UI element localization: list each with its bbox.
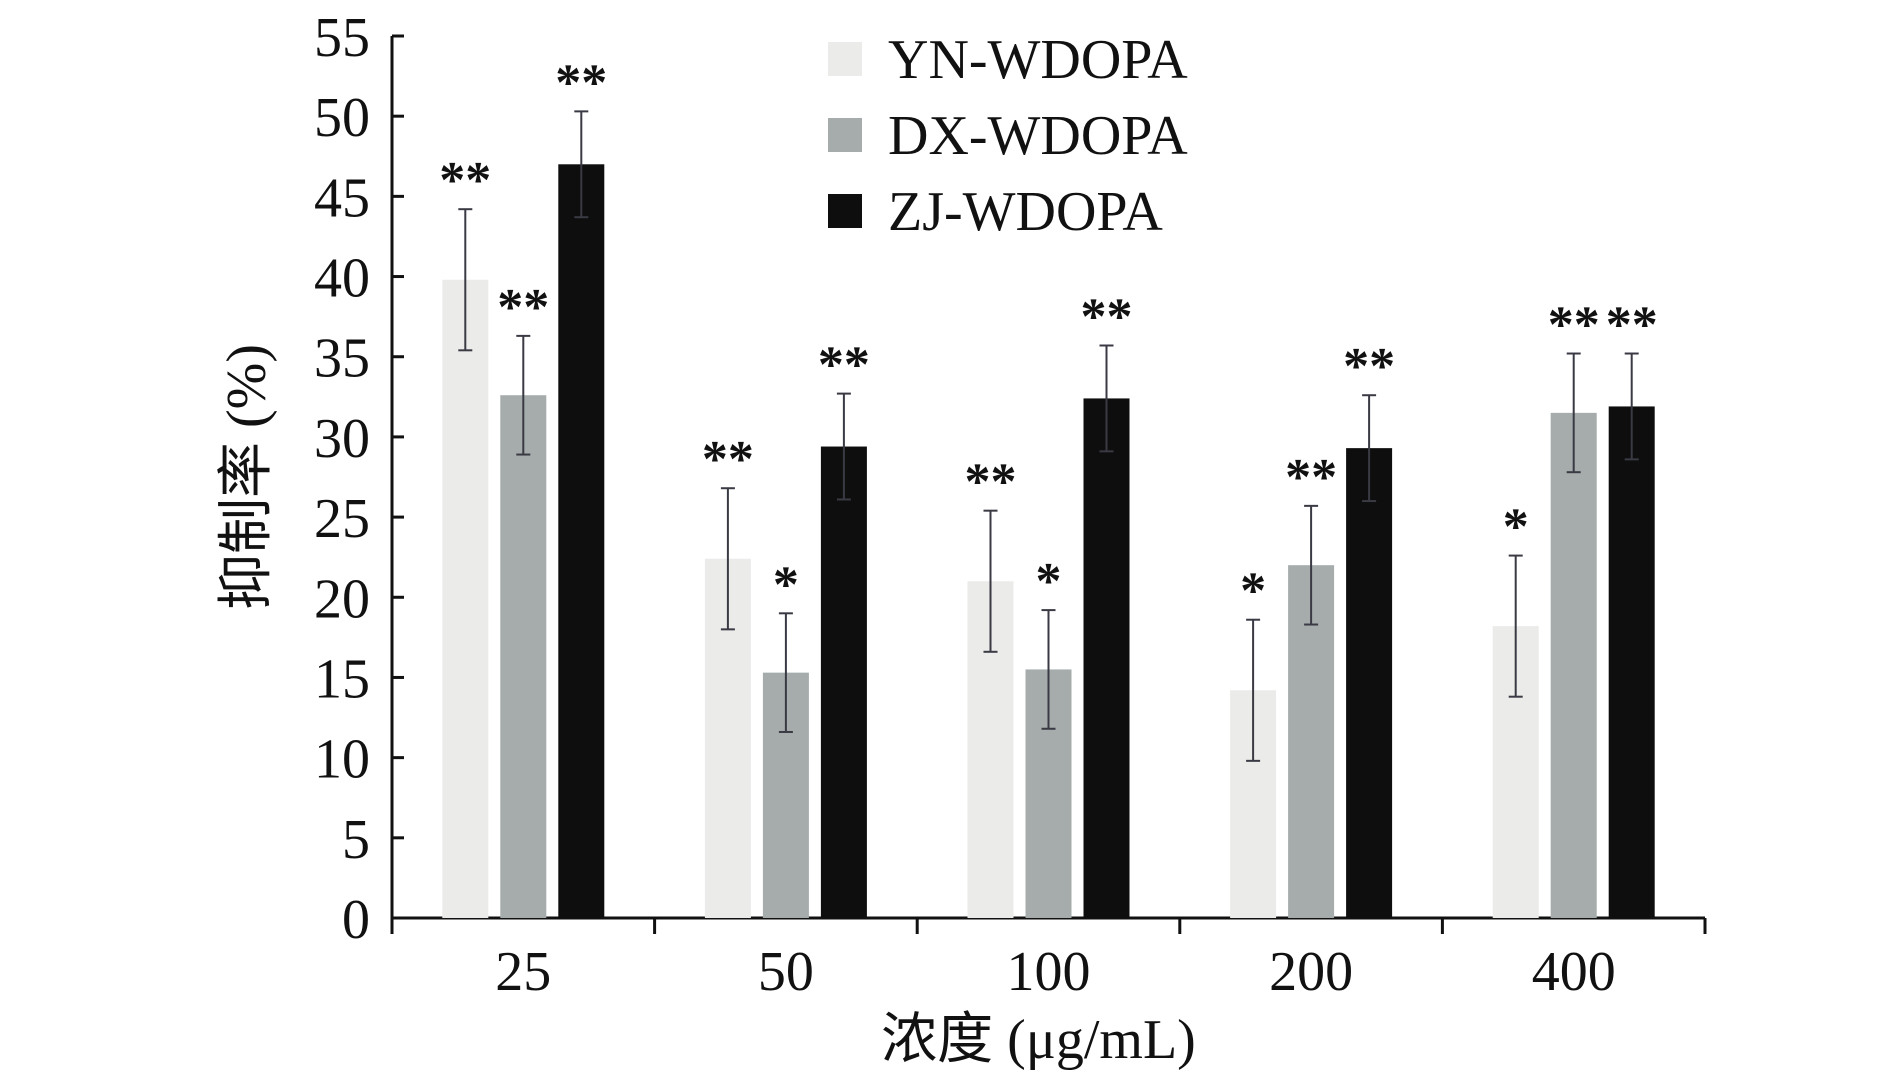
bar — [1608, 406, 1655, 918]
significance-label: ** — [497, 279, 549, 336]
significance-label: ** — [702, 431, 754, 488]
significance-label: * — [1503, 499, 1529, 556]
legend-swatch — [828, 118, 862, 152]
significance-label: * — [1036, 553, 1062, 610]
x-tick-label: 50 — [758, 941, 814, 1003]
x-tick-label: 25 — [495, 941, 551, 1003]
legend-swatch — [828, 42, 862, 76]
y-tick-label: 35 — [314, 328, 370, 390]
x-tick-label: 100 — [1007, 941, 1091, 1003]
y-tick-label: 0 — [342, 889, 370, 951]
y-tick-label: 10 — [314, 729, 370, 791]
y-tick-label: 30 — [314, 408, 370, 470]
y-tick-label: 45 — [314, 167, 370, 229]
y-tick-label: 20 — [314, 568, 370, 630]
significance-label: ** — [1285, 449, 1337, 506]
significance-label: ** — [818, 337, 870, 394]
bar — [1346, 448, 1393, 918]
significance-label: ** — [439, 152, 491, 209]
significance-label: ** — [555, 54, 607, 111]
y-tick-label: 15 — [314, 648, 370, 710]
significance-label: ** — [1343, 338, 1395, 395]
bar — [820, 446, 867, 918]
significance-label: * — [1240, 563, 1266, 620]
legend-label: ZJ-WDOPA — [888, 181, 1163, 243]
y-tick-label: 40 — [314, 248, 370, 310]
significance-label: ** — [1081, 289, 1133, 346]
bar — [558, 164, 605, 919]
bar — [1083, 398, 1130, 918]
x-axis-label: 浓度 (μg/mL) — [881, 1009, 1196, 1071]
y-axis-label: 抑制率 (%) — [216, 344, 278, 610]
y-tick-label: 55 — [314, 7, 370, 69]
legend-label: YN-WDOPA — [888, 29, 1188, 91]
y-tick-label: 50 — [314, 87, 370, 149]
significance-label: * — [773, 556, 799, 613]
legend-label: DX-WDOPA — [888, 105, 1188, 167]
bar — [500, 395, 547, 918]
bar — [1550, 412, 1597, 918]
significance-label: ** — [1548, 297, 1600, 354]
y-tick-label: 25 — [314, 488, 370, 550]
significance-label: ** — [1606, 297, 1658, 354]
x-tick-label: 400 — [1532, 941, 1616, 1003]
x-tick-label: 200 — [1269, 941, 1353, 1003]
y-tick-label: 5 — [342, 809, 370, 871]
significance-label: ** — [965, 454, 1017, 511]
bar — [442, 279, 489, 919]
legend-swatch — [828, 194, 862, 228]
